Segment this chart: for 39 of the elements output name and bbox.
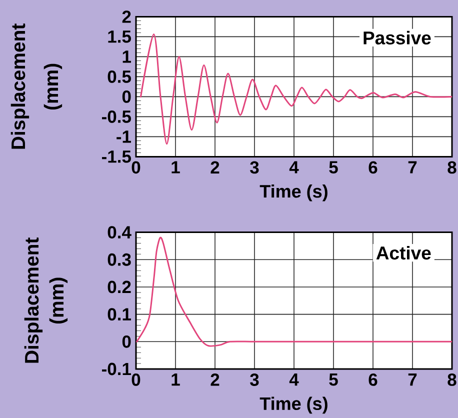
annotation: Passive — [364, 30, 431, 44]
y-tick-label: 0.3 — [108, 253, 131, 266]
annotation: Active — [376, 246, 431, 260]
x-tick-label: 8 — [448, 161, 456, 174]
x-tick-label: 6 — [368, 161, 378, 174]
x-tick-label: 0 — [132, 161, 140, 174]
x-tick-label: 0 — [132, 374, 140, 386]
x-tick-label: 7 — [408, 374, 417, 386]
x-tick-label: 5 — [329, 161, 338, 174]
x-tick-label: 1 — [172, 374, 180, 386]
x-tick-label: 8 — [448, 374, 456, 386]
x-tick-label: 7 — [408, 161, 417, 174]
y-tick-label: 0 — [122, 335, 131, 348]
y-tick-label: 2 — [122, 10, 131, 23]
x-axis-title: Time (s) — [260, 184, 328, 202]
y-tick-label: -1.5 — [102, 150, 131, 163]
y-tick-label: -0.5 — [102, 110, 131, 123]
y-axis-title: Displacement (mm) — [10, 24, 62, 149]
line-series — [136, 237, 452, 347]
x-tick-label: 2 — [210, 161, 220, 174]
y-tick-label: 1.5 — [108, 30, 131, 43]
y-tick-label: 0.4 — [108, 226, 132, 238]
x-tick-label: 2 — [210, 374, 220, 386]
y-tick-label: 1 — [122, 50, 131, 63]
y-tick-label: 0.5 — [108, 70, 131, 83]
x-tick-label: 4 — [289, 161, 299, 174]
x-tick-label: 1 — [172, 161, 180, 174]
y-tick-label: 0 — [122, 90, 131, 103]
y-tick-label: 0.2 — [108, 280, 131, 294]
x-tick-label: 3 — [250, 374, 259, 386]
y-tick-label: -1 — [116, 130, 131, 143]
y-tick-label: -0.1 — [102, 362, 131, 376]
x-tick-label: 6 — [368, 374, 378, 386]
x-tick-label: 3 — [250, 161, 259, 174]
x-tick-label: 5 — [329, 374, 338, 386]
x-axis-title: Time (s) — [260, 396, 328, 414]
y-tick-label: 0.1 — [108, 308, 131, 321]
x-tick-label: 4 — [289, 374, 299, 386]
y-axis-title: Displacement (mm) — [24, 238, 68, 363]
